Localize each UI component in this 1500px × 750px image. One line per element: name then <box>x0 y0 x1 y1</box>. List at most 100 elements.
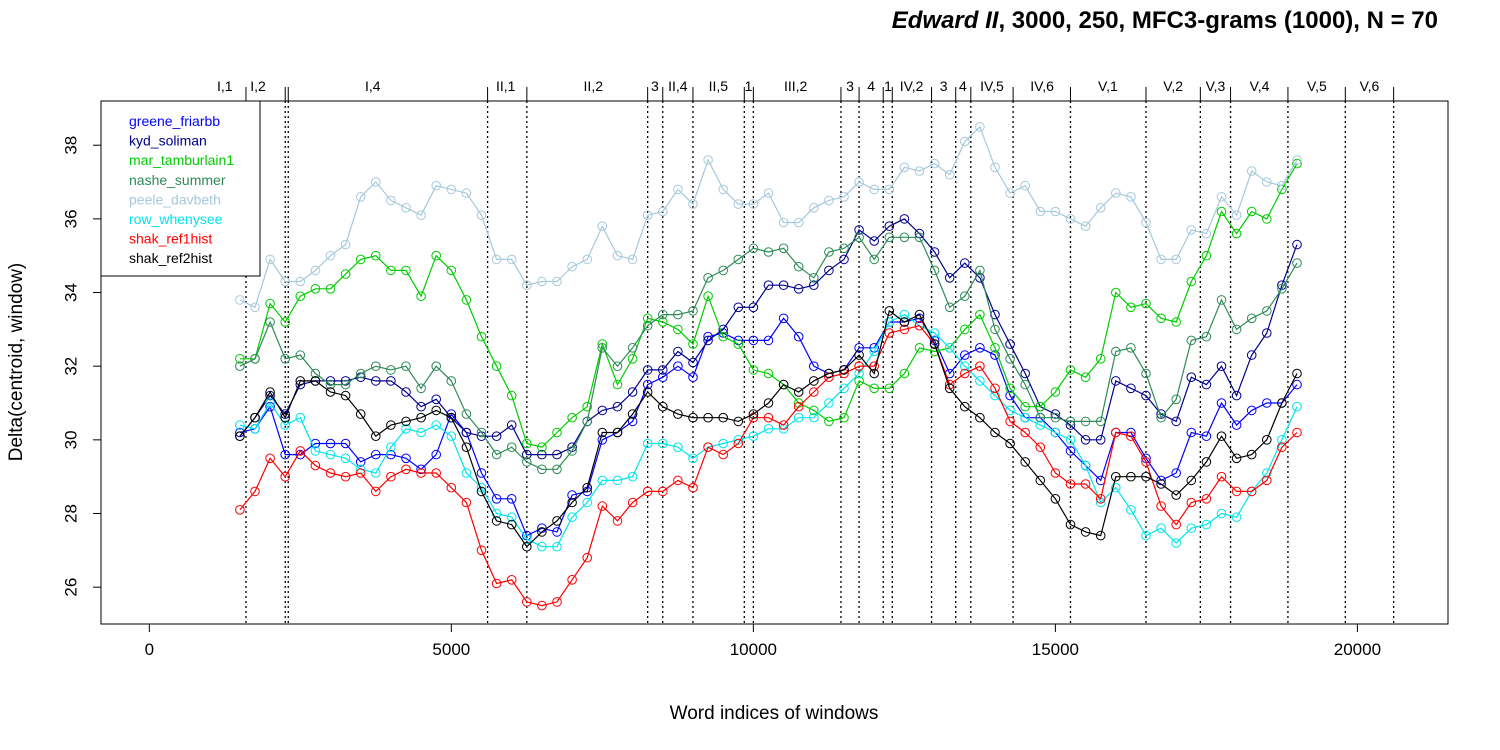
series-point <box>990 324 1000 335</box>
series-point <box>975 122 985 132</box>
x-axis-label: Word indices of windows <box>670 703 879 724</box>
scene-label: II,2 <box>584 78 604 94</box>
series-point <box>1005 390 1015 401</box>
series-point <box>1095 435 1106 445</box>
series-point <box>1171 416 1181 427</box>
series-point <box>869 254 880 265</box>
series-line <box>239 163 1298 448</box>
series-point <box>975 361 985 372</box>
series-point <box>778 379 789 390</box>
series-point <box>854 361 864 372</box>
series-line <box>239 313 1298 548</box>
series-point <box>944 343 955 353</box>
series-point <box>1050 412 1061 423</box>
series-point <box>401 265 411 276</box>
series-point <box>793 261 804 272</box>
series-point <box>990 350 1000 360</box>
series-point <box>673 324 683 335</box>
series-point <box>340 453 351 464</box>
series-point <box>476 486 487 497</box>
series-point <box>960 361 970 372</box>
series-point <box>1201 331 1212 342</box>
series-point <box>899 214 910 224</box>
series-point <box>431 394 442 405</box>
series-point <box>642 313 653 324</box>
series-point <box>1020 180 1030 191</box>
y-tick-label: 28 <box>61 504 80 523</box>
series-point <box>1095 354 1106 364</box>
series-point <box>597 501 608 511</box>
series-point <box>1005 405 1015 416</box>
series-point <box>763 280 774 291</box>
series-point <box>1186 276 1197 287</box>
series-point <box>1171 490 1181 500</box>
series-point <box>1141 217 1151 228</box>
series-point <box>325 438 336 449</box>
series-point <box>809 412 819 423</box>
series-point <box>869 361 880 372</box>
series-point <box>1080 435 1091 445</box>
series-point <box>1216 295 1227 305</box>
series-mar_tamburlain1 <box>235 158 1302 453</box>
series-point <box>627 471 638 482</box>
series-point <box>461 409 472 419</box>
series-point <box>718 184 729 195</box>
scene-label: III,2 <box>784 78 808 94</box>
series-point <box>537 276 547 287</box>
series-point <box>1095 416 1106 427</box>
series-point <box>1171 317 1181 327</box>
series-point <box>1111 427 1121 438</box>
series-point <box>1065 435 1076 445</box>
series-point <box>869 383 880 394</box>
series-point <box>612 361 623 372</box>
series-point <box>250 354 260 364</box>
series-point <box>537 527 547 537</box>
series-point <box>642 320 653 331</box>
series-point <box>431 361 442 372</box>
series-point <box>522 280 532 291</box>
series-point <box>1050 468 1061 478</box>
scene-label: V,4 <box>1250 78 1270 94</box>
series-point <box>854 368 864 379</box>
series-point <box>371 468 381 478</box>
series-point <box>748 409 759 419</box>
series-point <box>854 232 864 243</box>
series-point <box>491 516 502 526</box>
series-point <box>265 298 275 309</box>
series-line <box>239 317 1298 537</box>
series-point <box>899 232 910 243</box>
y-tick-label: 34 <box>61 283 80 302</box>
series-point <box>371 361 381 372</box>
series-point <box>1277 398 1287 408</box>
series-point <box>1246 166 1257 176</box>
series-point <box>1262 468 1272 478</box>
series-point <box>793 284 804 294</box>
series-point <box>718 265 729 276</box>
series-point <box>1065 365 1076 375</box>
series-point <box>476 331 487 342</box>
series-point <box>1050 427 1061 438</box>
series-point <box>642 365 653 375</box>
series-point <box>703 273 713 283</box>
series-point <box>310 438 321 449</box>
series-point <box>1186 372 1197 383</box>
series-point <box>1111 482 1121 493</box>
y-tick-label: 30 <box>61 430 80 449</box>
series-point <box>778 243 789 254</box>
series-point <box>899 162 910 173</box>
series-point <box>522 457 532 467</box>
scene-label: II,4 <box>668 78 688 94</box>
series-point <box>1201 494 1212 504</box>
series-point <box>1035 401 1046 412</box>
series-point <box>265 254 275 265</box>
series-point <box>658 309 668 320</box>
series-point <box>809 387 819 397</box>
series-point <box>1216 398 1227 408</box>
series-point <box>839 412 849 423</box>
series-point <box>929 265 940 276</box>
series-point <box>1201 379 1212 390</box>
series-point <box>295 412 306 423</box>
series-point <box>235 505 245 515</box>
scene-label: 3 <box>651 78 659 94</box>
series-point <box>627 254 638 265</box>
